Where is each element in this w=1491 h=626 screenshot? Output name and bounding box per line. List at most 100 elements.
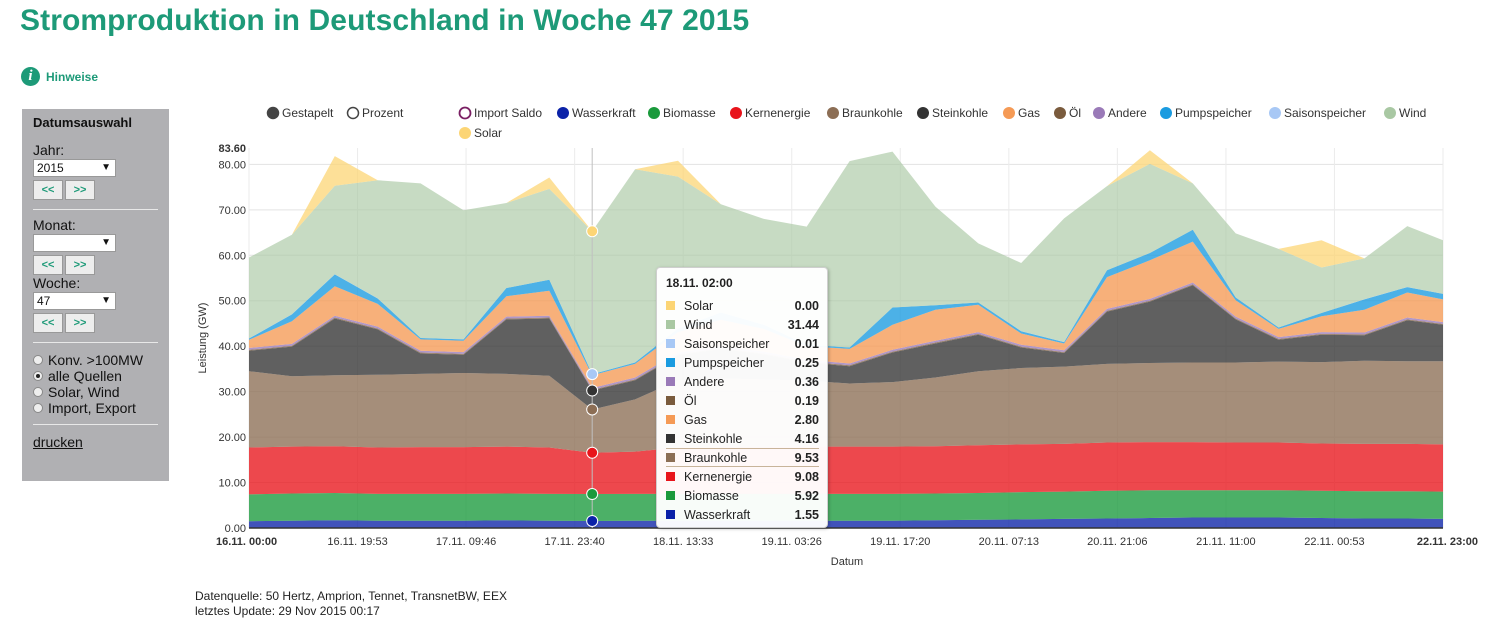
divider <box>33 209 158 210</box>
legend-item-saisonspeicher[interactable]: Saisonspeicher <box>1269 106 1366 120</box>
month-next-button[interactable]: >> <box>65 255 95 275</box>
print-link[interactable]: drucken <box>33 434 83 450</box>
legend-item-wind[interactable]: Wind <box>1384 106 1426 120</box>
tooltip-series-name: Solar <box>684 298 714 313</box>
tooltip-swatch <box>666 396 675 405</box>
legend-item-kernenergie[interactable]: Kernenergie <box>730 106 811 120</box>
hover-marker-solar <box>586 225 599 238</box>
legend-item-wasserkraft[interactable]: Wasserkraft <box>557 106 636 120</box>
y-tick-label: 0.00 <box>225 523 246 535</box>
chevron-down-icon: ▼ <box>101 237 111 248</box>
radio-button[interactable] <box>33 403 43 413</box>
legend-item-import-saldo[interactable]: Import Saldo <box>458 106 543 120</box>
tooltip-row-wind: Wind 31.44 <box>666 315 819 334</box>
y-tick-label: 60.00 <box>218 250 246 262</box>
y-tick-label: 10.00 <box>218 478 246 490</box>
legend-label: Braunkohle <box>842 106 903 120</box>
legend-label: Gas <box>1018 106 1040 120</box>
footer: Datenquelle: 50 Hertz, Amprion, Tennet, … <box>195 589 507 619</box>
legend-item-andere[interactable]: Andere <box>1093 106 1147 120</box>
y-tick-label: 80.00 <box>218 159 246 171</box>
x-tick-label: 18.11. 13:33 <box>653 536 713 548</box>
legend-item-steinkohle[interactable]: Steinkohle <box>917 106 988 120</box>
tooltip-row-saisonspeicher: Saisonspeicher 0.01 <box>666 334 819 353</box>
legend-marker <box>648 107 660 119</box>
tooltip-row-pumpspeicher: Pumpspeicher 0.25 <box>666 353 819 372</box>
week-next-button[interactable]: >> <box>65 313 95 333</box>
radio-button[interactable] <box>33 371 43 381</box>
chart-axes: 0.00 10.00 20.00 30.00 40.00 50.00 60.00 70.00 8… <box>197 143 1478 568</box>
x-tick-label: 22.11. 23:00 <box>1417 536 1478 548</box>
legend-label: Prozent <box>362 106 404 120</box>
tooltip-swatch <box>666 358 675 367</box>
tooltip-series-name: Steinkohle <box>684 431 743 446</box>
year-next-button[interactable]: >> <box>65 180 95 200</box>
radio-solar-wind[interactable]: Solar, Wind <box>33 384 158 400</box>
legend-marker <box>1160 107 1172 119</box>
date-selection-title: Datumsauswahl <box>33 115 132 130</box>
legend-marker <box>730 107 742 119</box>
year-label: Jahr: <box>33 142 65 158</box>
x-tick-label: 22.11. 00:53 <box>1304 536 1364 548</box>
tooltip-series-value: 2.80 <box>794 412 819 427</box>
y-tick-label: 50.00 <box>218 296 246 308</box>
x-axis-title: Datum <box>831 556 863 568</box>
legend-marker <box>827 107 839 119</box>
legend-marker <box>1093 107 1105 119</box>
hover-markers <box>586 148 599 528</box>
tooltip-row-wasserkraft: Wasserkraft 1.55 <box>666 505 819 524</box>
x-tick-label: 20.11. 21:06 <box>1087 536 1147 548</box>
x-tick-label: 19.11. 03:26 <box>762 536 822 548</box>
radio-button[interactable] <box>33 355 43 365</box>
radio-alle-quellen[interactable]: alle Quellen <box>33 368 158 384</box>
tooltip-row-solar: Solar 0.00 <box>666 296 819 315</box>
legend-item-biomasse[interactable]: Biomasse <box>648 106 716 120</box>
tooltip-swatch <box>666 377 675 386</box>
month-select[interactable]: ▼ <box>33 234 116 252</box>
radio-label: Konv. >100MW <box>48 352 144 368</box>
legend-item-gas[interactable]: Gas <box>1003 106 1040 120</box>
tooltip-row-gas: Gas 2.80 <box>666 410 819 429</box>
legend-label: Pumpspeicher <box>1175 106 1252 120</box>
legend-item-oel[interactable]: Öl <box>1054 106 1081 120</box>
legend-marker <box>1269 107 1281 119</box>
legend-item-pumpspeicher[interactable]: Pumpspeicher <box>1160 106 1252 120</box>
tooltip-series-value: 1.55 <box>794 507 819 522</box>
year-select[interactable]: 2015 ▼ <box>33 159 116 177</box>
week-prev-button[interactable]: << <box>33 313 63 333</box>
tooltip-row-biomasse: Biomasse 5.92 <box>666 486 819 505</box>
tooltip-series-value: 0.25 <box>794 355 819 370</box>
x-tick-label: 17.11. 09:46 <box>436 536 496 548</box>
tooltip-swatch <box>666 453 675 462</box>
legend-marker <box>458 106 472 120</box>
page-title: Stromproduktion in Deutschland in Woche … <box>20 4 750 37</box>
month-prev-button[interactable]: << <box>33 255 63 275</box>
area-kernenergie <box>249 442 1443 495</box>
legend-item-solar[interactable]: Solar <box>459 126 502 140</box>
legend-item-braunkohle[interactable]: Braunkohle <box>827 106 903 120</box>
tooltip-series-value: 0.01 <box>794 336 819 351</box>
week-select[interactable]: 47 ▼ <box>33 292 116 310</box>
legend-label: Biomasse <box>663 106 716 120</box>
chart-tooltip: 18.11. 02:00 Solar 0.00 Wind 31.44 Saisonspe… <box>656 267 828 528</box>
tooltip-series-name: Wasserkraft <box>684 507 751 522</box>
legend-mode-gestapelt[interactable]: Gestapelt <box>266 106 335 120</box>
divider <box>33 424 158 425</box>
chevron-down-icon: ▼ <box>101 162 111 173</box>
area-wasserkraft <box>249 517 1443 528</box>
tooltip-series-value: 31.44 <box>787 317 819 332</box>
tooltip-row-steinkohle: Steinkohle 4.16 <box>666 429 819 448</box>
legend-marker <box>346 106 360 120</box>
hinweise-link[interactable]: i Hinweise <box>21 67 98 86</box>
legend-mode-prozent[interactable]: Prozent <box>346 106 405 120</box>
year-prev-button[interactable]: << <box>33 180 63 200</box>
radio-konv[interactable]: Konv. >100MW <box>33 352 158 368</box>
tooltip-row-kernenergie: Kernenergie 9.08 <box>666 467 819 486</box>
radio-import-export[interactable]: Import, Export <box>33 400 158 416</box>
chart-areas <box>249 150 1443 528</box>
legend-marker <box>1054 107 1066 119</box>
radio-button[interactable] <box>33 387 43 397</box>
info-icon: i <box>21 67 40 86</box>
tooltip-series-value: 0.00 <box>794 298 819 313</box>
y-tick-label: 20.00 <box>218 432 246 444</box>
